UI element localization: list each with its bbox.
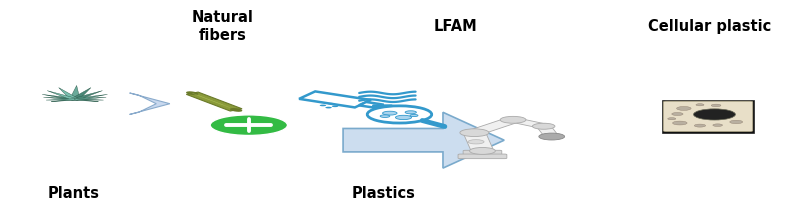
Circle shape xyxy=(380,115,390,118)
FancyBboxPatch shape xyxy=(662,100,755,133)
Circle shape xyxy=(468,140,484,144)
Circle shape xyxy=(405,111,416,114)
Polygon shape xyxy=(74,99,98,102)
Text: Natural
fibers: Natural fibers xyxy=(191,10,253,43)
Polygon shape xyxy=(343,112,504,168)
Ellipse shape xyxy=(186,91,199,95)
Circle shape xyxy=(676,106,691,110)
Circle shape xyxy=(693,109,735,120)
Polygon shape xyxy=(69,86,80,99)
Polygon shape xyxy=(71,88,91,100)
Polygon shape xyxy=(59,88,79,100)
Circle shape xyxy=(325,107,332,108)
Circle shape xyxy=(395,115,412,120)
Polygon shape xyxy=(46,99,75,100)
Circle shape xyxy=(672,121,687,125)
Circle shape xyxy=(713,124,722,126)
Polygon shape xyxy=(508,118,549,128)
Circle shape xyxy=(332,105,338,107)
Text: Cellular plastic: Cellular plastic xyxy=(648,19,771,34)
Polygon shape xyxy=(72,91,102,100)
Circle shape xyxy=(383,111,397,115)
Polygon shape xyxy=(73,94,107,100)
Ellipse shape xyxy=(230,108,242,112)
FancyBboxPatch shape xyxy=(458,154,507,159)
Circle shape xyxy=(460,129,489,137)
Circle shape xyxy=(711,104,721,107)
Circle shape xyxy=(500,116,526,123)
Polygon shape xyxy=(130,93,169,114)
Polygon shape xyxy=(42,94,77,100)
Text: Plants: Plants xyxy=(47,186,99,201)
Circle shape xyxy=(367,106,432,123)
Circle shape xyxy=(328,103,334,105)
FancyBboxPatch shape xyxy=(463,150,502,156)
Polygon shape xyxy=(466,118,521,134)
Circle shape xyxy=(696,104,704,106)
Polygon shape xyxy=(51,99,76,102)
FancyBboxPatch shape xyxy=(663,101,753,132)
Circle shape xyxy=(671,113,683,116)
Circle shape xyxy=(533,123,555,129)
Polygon shape xyxy=(359,102,383,108)
Polygon shape xyxy=(74,97,107,100)
Circle shape xyxy=(667,118,675,120)
FancyBboxPatch shape xyxy=(373,105,392,108)
Circle shape xyxy=(320,105,326,106)
Circle shape xyxy=(539,133,565,140)
Polygon shape xyxy=(299,91,371,107)
Polygon shape xyxy=(48,91,77,100)
Polygon shape xyxy=(44,97,76,100)
Polygon shape xyxy=(463,132,494,151)
Circle shape xyxy=(410,114,418,117)
Circle shape xyxy=(730,120,742,124)
Circle shape xyxy=(210,115,287,135)
Circle shape xyxy=(470,148,495,154)
Circle shape xyxy=(694,124,705,127)
Text: LFAM: LFAM xyxy=(434,19,478,34)
Polygon shape xyxy=(74,99,103,100)
Polygon shape xyxy=(186,92,242,111)
Text: Plastics: Plastics xyxy=(351,186,416,201)
Polygon shape xyxy=(537,126,558,137)
